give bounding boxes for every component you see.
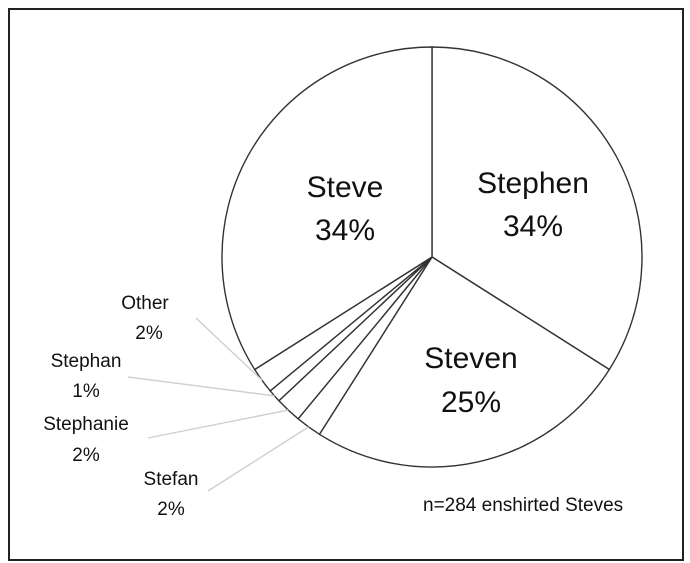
slice-label-steve-name: Steve (307, 171, 384, 204)
slice-label-stefan-pct: 2% (157, 499, 185, 520)
slice-label-steven-pct: 25% (441, 386, 501, 419)
slice-label-other-pct: 2% (135, 323, 163, 344)
leader-line-other (195, 317, 263, 381)
leader-lines (127, 317, 309, 492)
slice-label-stephen-name: Stephen (477, 167, 589, 200)
slice-label-stephan-pct: 1% (72, 381, 100, 402)
pie-slice-steve (221, 46, 433, 371)
slice-label-steven-name: Steven (424, 342, 517, 375)
pie-slices (221, 46, 643, 468)
slice-label-stefan-name: Stefan (144, 469, 199, 490)
slice-label-stephan-name: Stephan (51, 351, 122, 372)
slice-label-stephen-pct: 34% (503, 210, 563, 243)
slice-label-stephanie-pct: 2% (72, 445, 100, 466)
leader-line-stephanie (147, 409, 289, 439)
slice-label-other-name: Other (121, 293, 169, 314)
pie-slice-stephen (431, 46, 643, 371)
pie-slice-steven (318, 256, 611, 468)
sample-size-note: n=284 enshirted Steves (423, 495, 623, 516)
slice-label-stephanie-name: Stephanie (43, 414, 129, 435)
slice-label-steve-pct: 34% (315, 214, 375, 247)
leader-line-stephan (127, 376, 275, 397)
leader-line-stefan (207, 426, 309, 492)
